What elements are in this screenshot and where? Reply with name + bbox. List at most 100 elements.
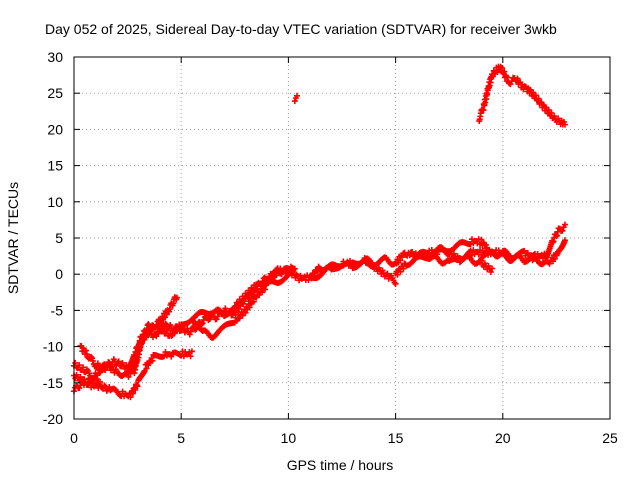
data-point — [222, 305, 229, 312]
data-point — [361, 255, 368, 262]
data-point — [153, 333, 160, 340]
data-points — [71, 63, 568, 401]
data-point — [192, 326, 199, 333]
data-point — [279, 268, 286, 275]
data-point — [95, 384, 102, 391]
series-satellite-track-13 — [476, 63, 568, 128]
data-point — [489, 73, 496, 80]
data-point — [89, 357, 96, 364]
data-point — [224, 311, 231, 318]
data-point — [214, 313, 221, 320]
y-tick-label: -15 — [43, 375, 63, 391]
data-point — [96, 381, 103, 388]
y-tick-label: 25 — [47, 85, 63, 101]
data-point — [293, 92, 300, 99]
series-satellite-track-8 — [306, 255, 399, 287]
data-point — [186, 331, 193, 338]
data-point — [119, 359, 126, 366]
x-tick-label: 5 — [177, 430, 185, 446]
x-tick-label: 10 — [281, 430, 297, 446]
data-point — [103, 364, 110, 371]
x-axis-label: GPS time / hours — [287, 457, 394, 473]
series-satellite-track-3 — [71, 348, 195, 401]
x-tick-label: 20 — [495, 430, 511, 446]
data-point — [365, 257, 372, 264]
data-point — [548, 109, 555, 116]
data-point — [132, 386, 139, 393]
data-point — [400, 265, 407, 272]
data-point — [129, 390, 136, 397]
data-point — [501, 68, 508, 75]
series-satellite-track-12 — [291, 92, 300, 105]
data-point — [535, 95, 542, 102]
chart-title: Day 052 of 2025, Sidereal Day-to-day VTE… — [45, 21, 557, 37]
data-point — [561, 121, 568, 128]
data-point — [187, 328, 194, 335]
data-point — [250, 298, 257, 305]
y-tick-label: 30 — [47, 49, 63, 65]
data-point — [481, 260, 488, 267]
data-point — [485, 262, 492, 269]
data-point — [394, 271, 401, 278]
data-point — [399, 254, 406, 261]
data-point — [489, 265, 496, 272]
data-point — [125, 373, 132, 380]
x-tick-label: 15 — [388, 430, 404, 446]
data-point — [291, 98, 298, 105]
data-point — [447, 248, 454, 255]
data-point — [83, 351, 90, 358]
data-point — [145, 362, 152, 369]
data-point — [532, 92, 539, 99]
data-point — [384, 270, 391, 277]
y-tick-label: 15 — [47, 158, 63, 174]
y-axis-label: SDTVAR / TECUs — [5, 182, 21, 294]
data-point — [80, 364, 87, 371]
y-tick-label: 0 — [55, 266, 63, 282]
y-tick-label: 5 — [55, 230, 63, 246]
data-point — [134, 383, 141, 390]
data-point — [551, 113, 558, 120]
data-point — [272, 272, 279, 279]
data-point — [409, 248, 416, 255]
data-point — [487, 268, 494, 275]
data-point — [372, 262, 379, 269]
axis-ticks: 0 5 10 15 20 25 -20 -15 -10 -5 0 5 10 15 20 25 30 — [43, 49, 618, 446]
series-satellite-track-5 — [131, 265, 296, 377]
y-tick-label: -20 — [43, 411, 63, 427]
data-point — [524, 250, 531, 256]
data-point — [149, 357, 156, 364]
series-satellite-track-11 — [478, 221, 568, 265]
data-point — [392, 280, 399, 287]
data-point — [173, 294, 180, 301]
data-point — [259, 278, 266, 285]
data-point — [153, 321, 160, 328]
series-satellite-track-4 — [71, 377, 103, 395]
data-point — [115, 358, 122, 365]
data-point — [314, 269, 321, 276]
data-point — [188, 348, 195, 355]
data-point — [82, 347, 89, 354]
data-point — [559, 227, 566, 234]
y-tick-label: 10 — [47, 194, 63, 210]
data-point — [368, 259, 375, 266]
data-point — [483, 96, 490, 103]
y-tick-label: -10 — [43, 339, 63, 355]
data-point — [555, 115, 562, 122]
y-tick-label: 20 — [47, 121, 63, 137]
data-point — [72, 359, 79, 366]
data-point — [305, 277, 312, 284]
data-point — [147, 328, 154, 335]
x-tick-label: 0 — [70, 430, 78, 446]
data-point — [168, 353, 175, 360]
data-point — [167, 321, 174, 328]
plot-frame — [73, 56, 611, 420]
data-point — [551, 255, 558, 262]
data-point — [187, 353, 194, 360]
data-point — [199, 320, 206, 327]
grid-lines — [74, 57, 610, 419]
data-point — [561, 237, 568, 244]
data-point — [241, 298, 248, 305]
data-point — [406, 252, 413, 259]
